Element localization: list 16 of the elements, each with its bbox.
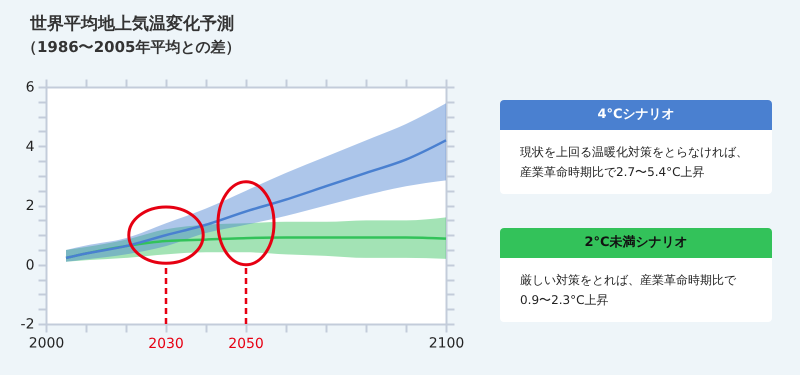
ref-line-label: 2030 — [148, 336, 184, 352]
line-series — [64, 139, 448, 260]
text: 厳しい対策をとれば、産業革命時期比で0.9〜2.3°C上昇 — [519, 272, 738, 309]
x-tick-label: 2000 — [28, 336, 64, 352]
chart-subtitle: （1986〜2005年平均との差） — [22, 38, 240, 57]
text: 2°C未満シナリオ — [500, 228, 772, 258]
y-tick-label: -2 — [20, 316, 34, 332]
x-tick-label: 2100 — [428, 336, 464, 352]
text: 現状を上回る温暖化対策をとらなければ、産業革命時期比で2.7〜5.4°C上昇 — [519, 144, 749, 181]
y-tick-label: 2 — [26, 198, 34, 214]
y-tick-label: 0 — [26, 257, 34, 274]
chart-title: 世界平均地上気温変化予測 — [30, 13, 234, 35]
text: 4°Cシナリオ — [500, 100, 772, 130]
ref-line-label: 2050 — [228, 336, 264, 352]
y-tick-label: 4 — [26, 138, 35, 155]
y-tick-label: 6 — [26, 80, 35, 96]
